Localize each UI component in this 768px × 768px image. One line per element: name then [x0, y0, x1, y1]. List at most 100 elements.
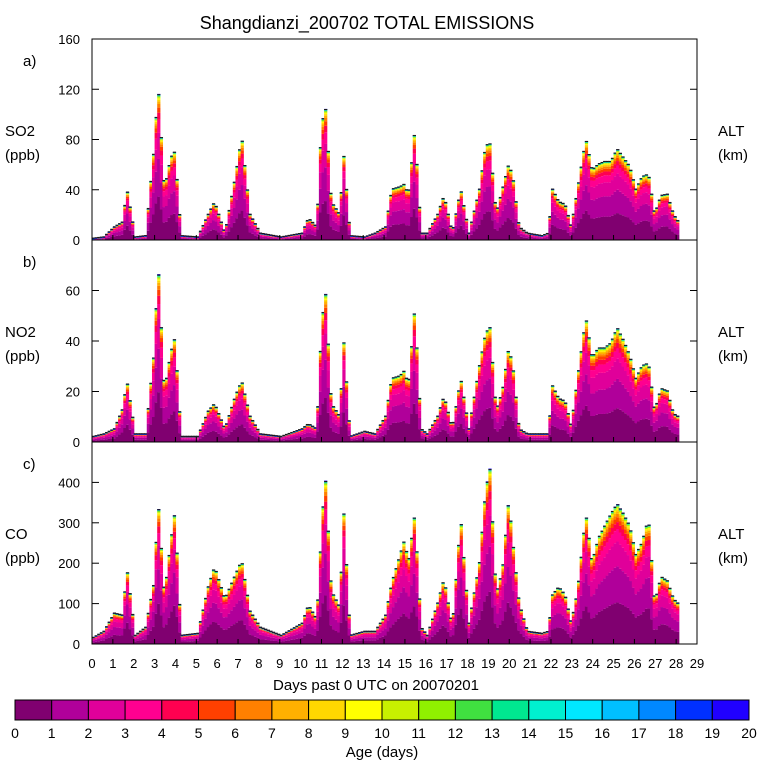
- bar-segment-age-8: [324, 114, 328, 116]
- bar-top-edge: [196, 236, 200, 238]
- bar-segment-age-12: [157, 96, 161, 97]
- bar-segment-age-0: [165, 221, 169, 240]
- bar-top-edge: [412, 134, 416, 137]
- bar-segment-age-2: [180, 237, 184, 238]
- bar-segment-age-4: [128, 211, 132, 214]
- bar-segment-age-4: [647, 185, 651, 189]
- bar-segment-age-1: [144, 237, 148, 239]
- bar-segment-age-4: [256, 230, 260, 231]
- bar-top-edge: [616, 149, 620, 151]
- bar-segment-age-2: [120, 227, 124, 231]
- bar-segment-age-2: [167, 185, 171, 199]
- bar-segment-age-7: [162, 183, 166, 185]
- bar-segment-age-4: [115, 227, 119, 229]
- bar-segment-age-8: [243, 168, 247, 170]
- bar-segment-age-5: [412, 144, 416, 149]
- bar-segment-age-4: [324, 125, 328, 133]
- bar-segment-age-5: [676, 222, 680, 224]
- bar-segment-age-0: [125, 225, 130, 240]
- bar-segment-age-0: [162, 222, 166, 240]
- bar-top-edge: [159, 137, 164, 139]
- bar-day-3.625: [167, 165, 171, 240]
- bar-segment-age-9: [629, 172, 633, 173]
- bar-segment-age-4: [329, 199, 333, 202]
- bar-segment-age-8: [344, 191, 349, 193]
- bar-segment-age-6: [417, 209, 422, 211]
- bar-top-edge: [219, 221, 223, 223]
- bar-segment-age-10: [154, 119, 158, 121]
- bar-segment-age-5: [175, 185, 179, 188]
- bar-segment-age-3: [514, 208, 518, 213]
- bar-segment-age-7: [334, 210, 338, 212]
- bar-segment-age-9: [631, 181, 636, 183]
- bar-segment-age-4: [146, 212, 150, 215]
- bar-top-edge: [342, 155, 346, 158]
- bar-segment-age-2: [144, 237, 148, 238]
- bar-segment-age-3: [159, 155, 164, 165]
- bar-segment-age-1: [102, 238, 106, 240]
- bar-segment-age-3: [115, 228, 119, 230]
- bar-segment-age-3: [464, 223, 469, 226]
- bar-segment-age-5: [490, 179, 495, 182]
- bar-segment-age-8: [162, 182, 166, 184]
- bar-segment-age-6: [178, 216, 182, 218]
- bar-day-0.500: [102, 236, 106, 240]
- bar-segment-age-9: [159, 140, 164, 142]
- bar-segment-age-2: [154, 149, 158, 172]
- bar-segment-age-10: [170, 157, 174, 159]
- bar-segment-age-7: [647, 180, 651, 182]
- bar-segment-age-5: [587, 162, 591, 166]
- bar-segment-age-2: [146, 217, 150, 223]
- bar-segment-age-4: [326, 162, 330, 168]
- bar-segment-age-7: [493, 204, 497, 206]
- bar-segment-age-6: [175, 183, 179, 186]
- bar-segment-age-10: [151, 156, 156, 157]
- bar-segment-age-9: [175, 181, 179, 182]
- bar-segment-age-5: [650, 198, 654, 201]
- bar-segment-age-8: [506, 168, 510, 170]
- bar-segment-age-5: [415, 171, 419, 175]
- bar-segment-age-0: [157, 196, 161, 240]
- bar-segment-age-8: [412, 139, 416, 141]
- bar-segment-age-4: [170, 166, 174, 171]
- bar-segment-age-1: [99, 238, 104, 240]
- bar-segment-age-5: [629, 176, 633, 180]
- bar-segment-age-6: [344, 193, 349, 195]
- bar-segment-age-4: [446, 217, 450, 220]
- bar-segment-age-8: [490, 175, 495, 177]
- bar-segment-age-5: [128, 210, 132, 212]
- bar-segment-age-3: [172, 167, 177, 176]
- bar-top-edge: [673, 216, 677, 218]
- bar-segment-age-4: [676, 223, 680, 225]
- bar-top-edge: [329, 192, 333, 194]
- bar-segment-age-5: [240, 150, 244, 154]
- bar-segment-age-0: [170, 215, 174, 240]
- bar-segment-age-1: [191, 238, 195, 240]
- bar-segment-age-7: [441, 200, 445, 202]
- bar-segment-age-0: [131, 234, 135, 240]
- bar-segment-age-5: [566, 218, 570, 219]
- panels: 04080120160a)SO2(ppb)ALT(km)0204060b)NO2…: [5, 32, 748, 652]
- bar-segment-age-9: [170, 158, 174, 160]
- bar-segment-age-2: [138, 237, 143, 239]
- bar-segment-age-4: [131, 224, 135, 226]
- bar-segment-age-4: [412, 148, 416, 154]
- bar-top-edge: [245, 189, 250, 191]
- bar-top-edge: [584, 140, 589, 143]
- bar-segment-age-1: [141, 238, 145, 239]
- bar-day-0.000: [92, 237, 96, 241]
- bar-segment-age-0: [159, 209, 164, 240]
- bar-segment-age-4: [118, 226, 122, 227]
- bar-segment-age-9: [412, 138, 416, 140]
- bar-segment-age-5: [444, 206, 448, 208]
- bar-day-0.625: [105, 233, 109, 240]
- bar-segment-age-0: [141, 238, 145, 240]
- bar-top-edge: [112, 226, 117, 228]
- bar-top-edge: [441, 197, 445, 200]
- bar-top-edge: [185, 235, 190, 237]
- bar-segment-age-7: [587, 158, 591, 161]
- bar-segment-age-4: [564, 210, 568, 213]
- bar-segment-age-9: [415, 166, 419, 168]
- bar-day-2.750: [149, 180, 153, 240]
